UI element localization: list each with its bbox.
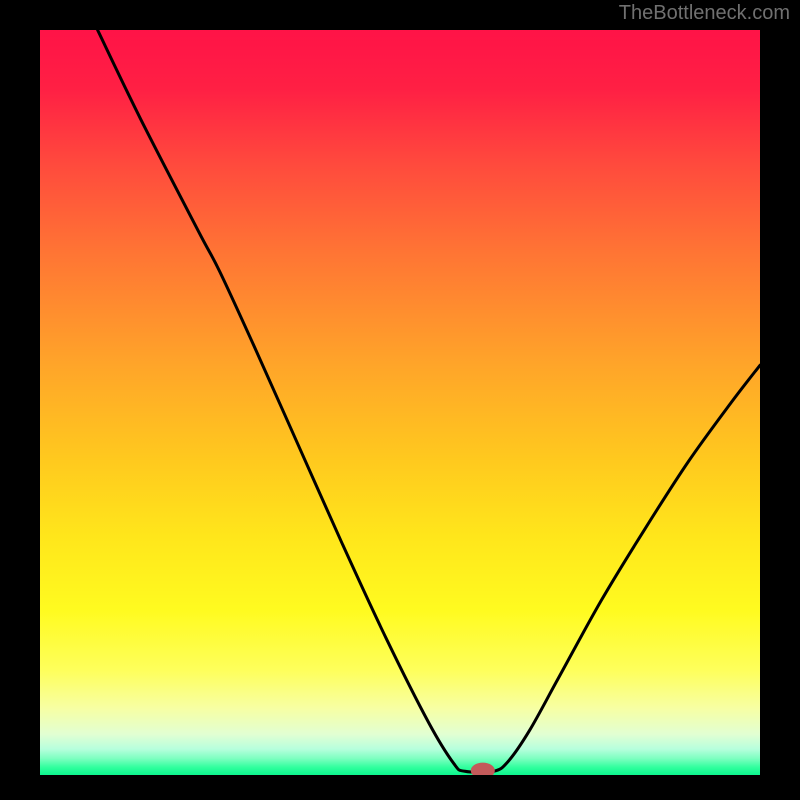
- source-label: TheBottleneck.com: [619, 2, 790, 25]
- chart-background: [40, 30, 760, 775]
- bottleneck-chart: [40, 30, 760, 775]
- optimal-marker: [471, 763, 494, 775]
- chart-canvas: [40, 30, 760, 775]
